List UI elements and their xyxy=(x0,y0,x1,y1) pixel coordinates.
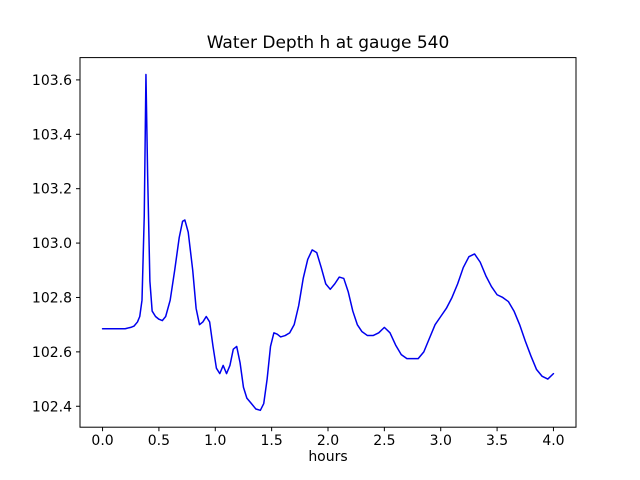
y-tick-label: 102.8 xyxy=(32,290,72,306)
x-tick-label: 0.5 xyxy=(148,433,170,449)
plot-line xyxy=(101,73,555,412)
y-tick-label: 103.0 xyxy=(32,236,72,252)
x-tick-label: 4.0 xyxy=(542,433,564,449)
x-tick-label: 1.5 xyxy=(261,433,283,449)
plot-frame xyxy=(79,57,577,428)
x-tick-label: 2.5 xyxy=(373,433,395,449)
x-tick-label: 1.0 xyxy=(204,433,226,449)
x-tick-label: 2.0 xyxy=(317,433,339,449)
y-tick-label: 102.4 xyxy=(32,399,72,415)
chart-title: Water Depth h at gauge 540 xyxy=(206,33,450,53)
x-tick-label: 3.0 xyxy=(430,433,452,449)
y-tick-label: 103.2 xyxy=(32,182,72,198)
x-tick-label: 3.5 xyxy=(486,433,508,449)
y-tick-label: 102.6 xyxy=(32,345,72,361)
y-tick-label: 103.4 xyxy=(32,127,72,143)
x-tick-label: 0.0 xyxy=(91,433,113,449)
y-tick-label: 103.6 xyxy=(32,73,72,89)
x-axis-label: hours xyxy=(308,449,348,465)
